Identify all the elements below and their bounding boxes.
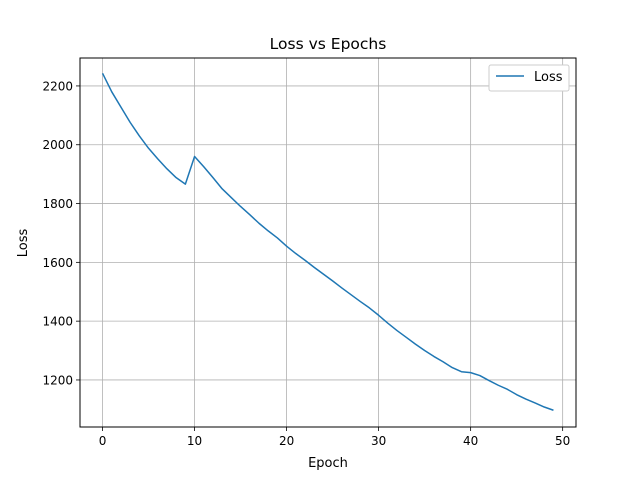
plot-frame [79,57,577,428]
ticks: 0 10 20 30 40 50 1200 1400 1600 1800 2000 2200 [42,79,570,448]
x-tick-label: 40 [463,434,478,448]
legend-label: Loss [534,70,563,85]
y-tick-label: 1800 [42,197,73,211]
y-tick-label: 2200 [42,79,73,93]
x-tick-label: 10 [187,434,202,448]
y-tick-label: 1600 [42,256,73,270]
x-tick-label: 30 [371,434,386,448]
x-axis-label: Epoch [308,456,348,471]
x-tick-label: 20 [279,434,294,448]
y-tick-label: 1400 [42,315,73,329]
series-layer [101,72,554,411]
y-tick-label: 2000 [42,138,73,152]
x-tick-label: 50 [555,434,570,448]
legend-box [488,64,570,92]
chart-title: Loss vs Epochs [270,35,387,53]
y-tick-label: 1200 [42,373,73,387]
y-axis-label: Loss [16,229,31,258]
legend: Loss [488,64,570,92]
loss-series-line [101,72,554,411]
grid [80,58,576,427]
x-tick-label: 0 [99,434,107,448]
